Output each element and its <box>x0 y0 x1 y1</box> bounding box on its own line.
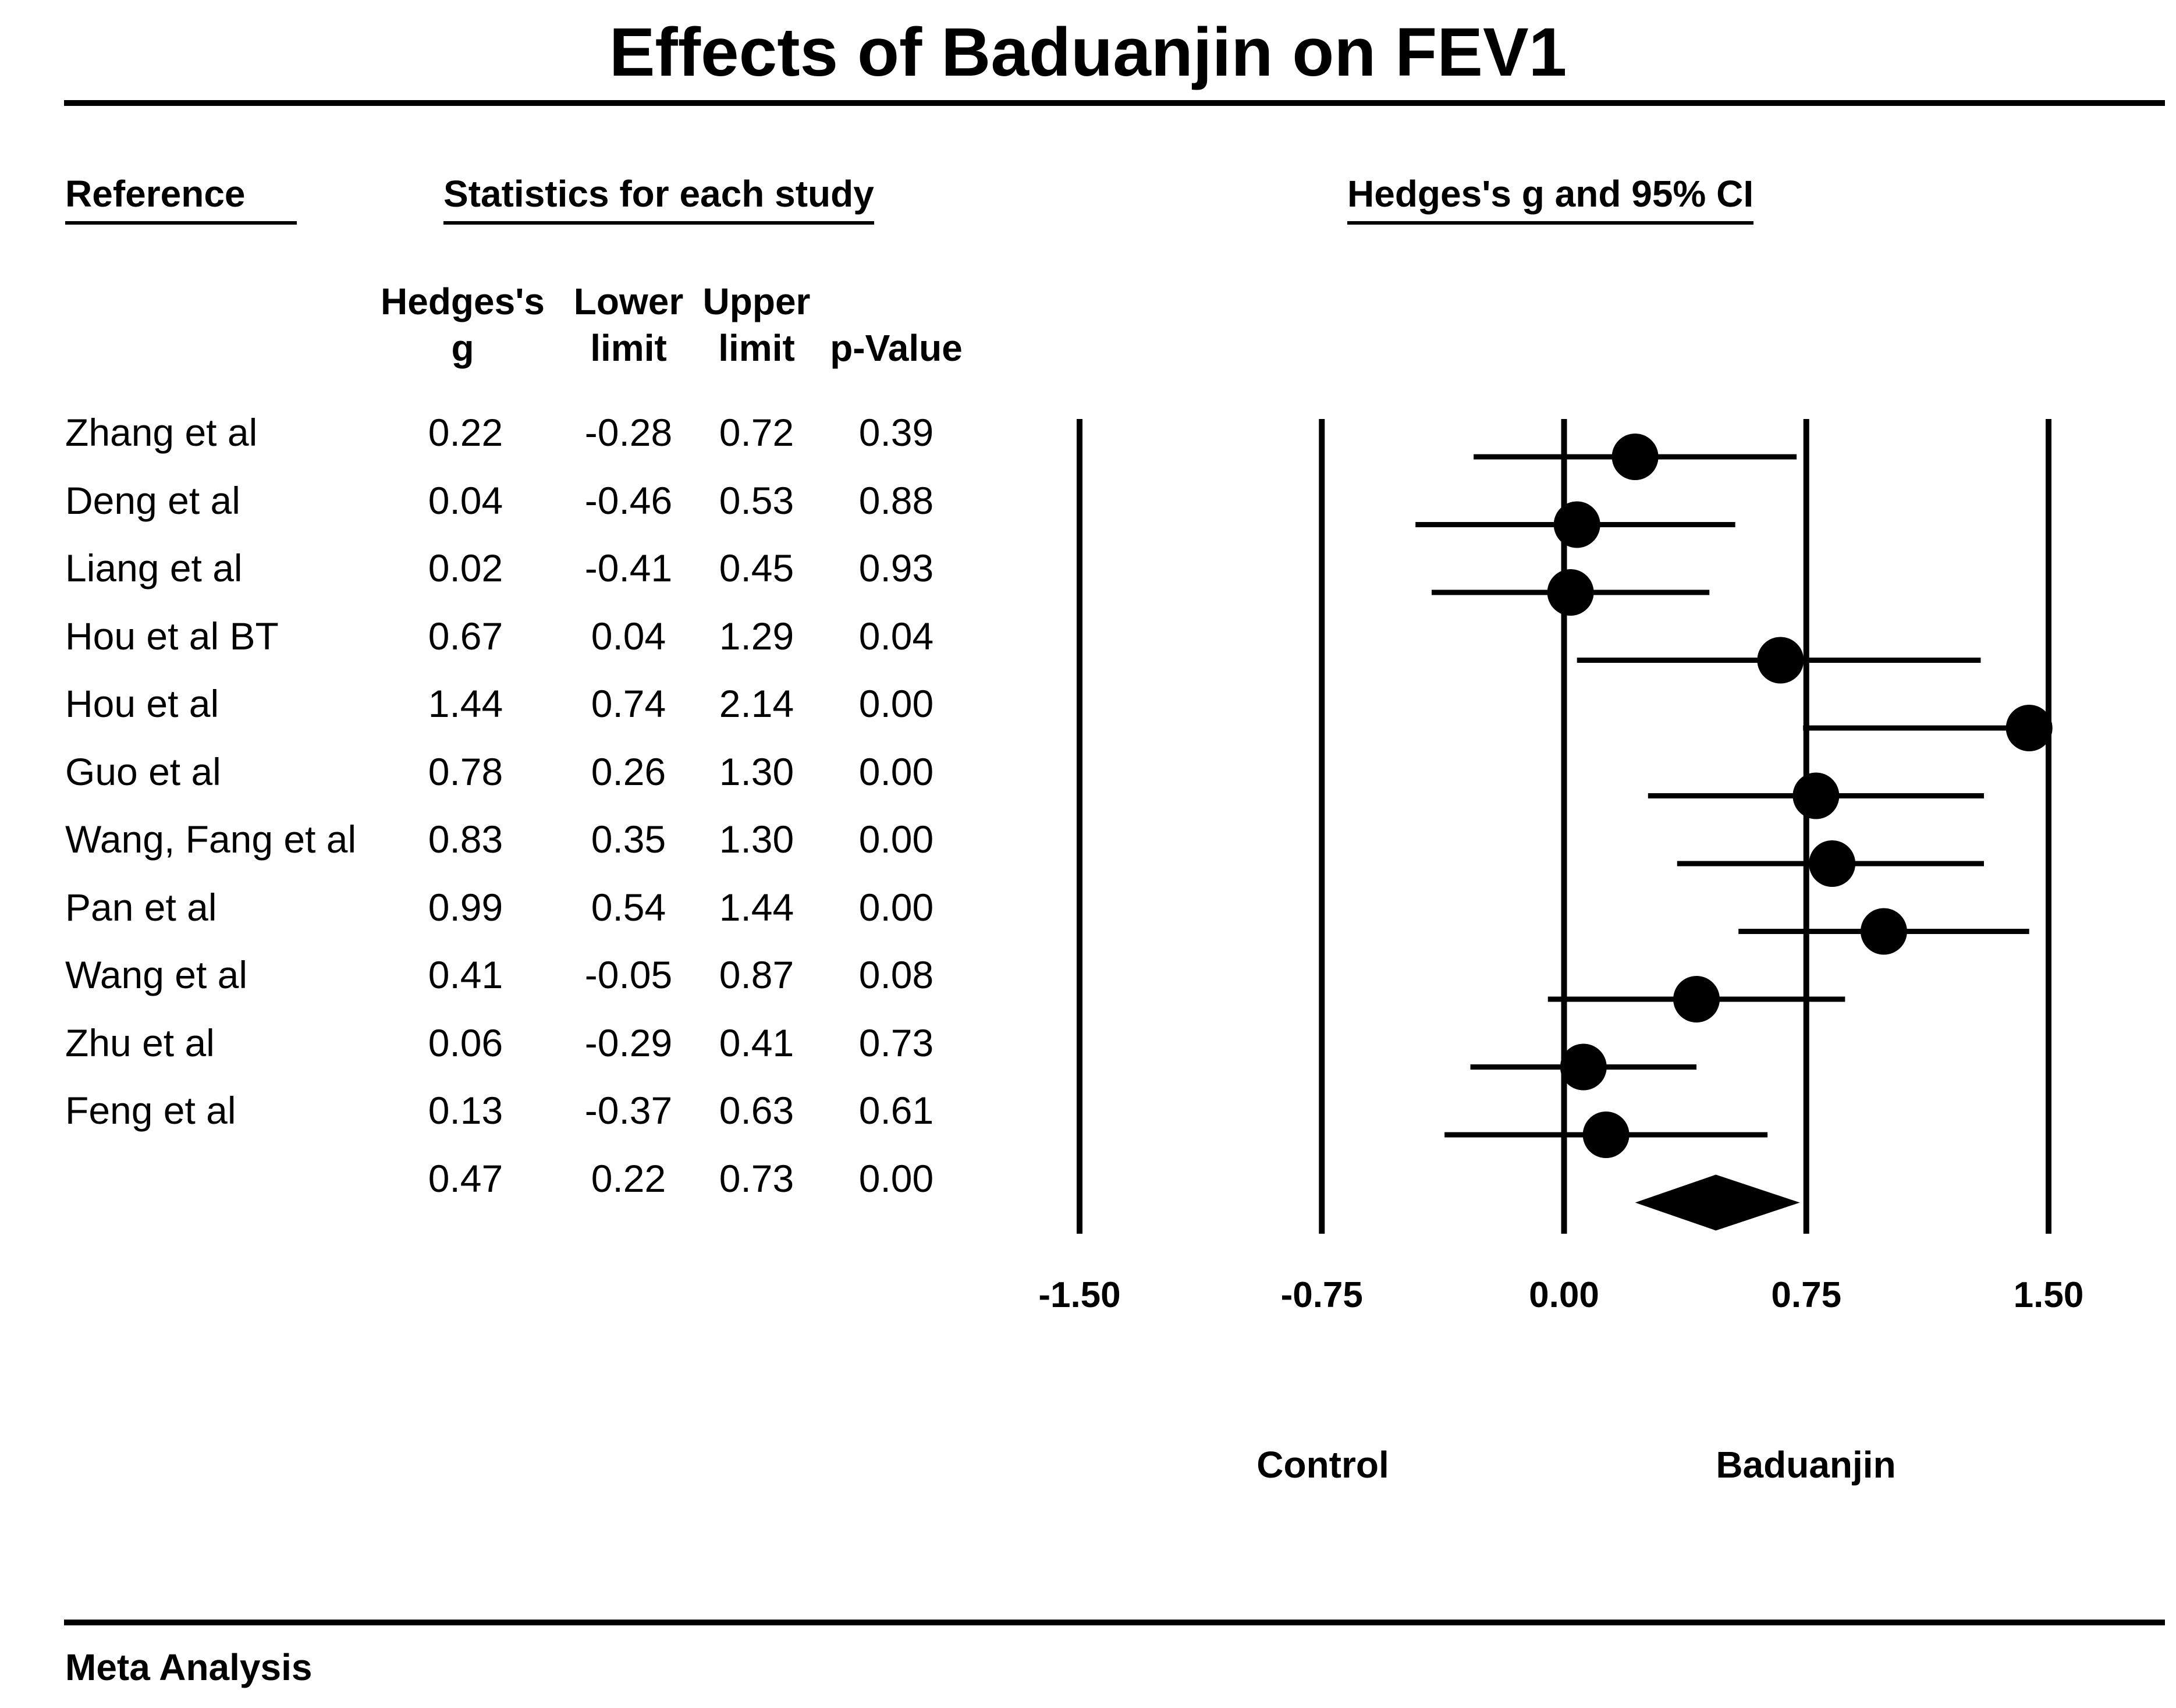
study-name: Hou et al <box>65 682 219 725</box>
hedges-g-value: 0.04 <box>428 478 503 522</box>
reference-heading: Reference <box>65 172 297 225</box>
p-value: 0.00 <box>858 750 934 793</box>
study-name: Deng et al <box>65 478 240 522</box>
col-head-g-line1: Hedges's <box>381 280 545 322</box>
study-name: Zhang et al <box>65 411 258 454</box>
hedges-g-value: 0.06 <box>428 1021 503 1064</box>
hedges-g-value: 0.41 <box>428 953 503 996</box>
tick-label-3: 0.75 <box>1771 1275 1842 1315</box>
study-name: Zhu et al <box>65 1021 215 1064</box>
hedges-g-value: 0.78 <box>428 750 503 793</box>
study-point <box>1547 569 1594 616</box>
tick-label-0: -1.50 <box>1038 1275 1121 1315</box>
upper-limit-value: 1.44 <box>719 885 794 929</box>
col-head-g: Hedges's g <box>372 278 553 371</box>
study-name: Wang et al <box>65 953 248 996</box>
study-name: Pan et al <box>65 885 217 929</box>
study-point <box>1860 908 1907 955</box>
reference-heading-text: Reference <box>65 173 246 215</box>
study-point <box>1809 840 1856 887</box>
hedges-g-value: 0.47 <box>428 1156 503 1200</box>
tick-label-1: -0.75 <box>1280 1275 1363 1315</box>
upper-limit-value: 0.63 <box>719 1089 794 1132</box>
lower-limit-value: -0.37 <box>584 1089 673 1132</box>
upper-limit-value: 1.30 <box>719 750 794 793</box>
col-head-p-line2: p-Value <box>830 327 963 369</box>
col-head-lower-line2: limit <box>590 327 667 369</box>
footer-label: Meta Analysis <box>65 1646 313 1688</box>
lower-limit-value: 0.04 <box>591 614 666 658</box>
study-point <box>1757 637 1804 684</box>
study-name: Guo et al <box>65 750 221 793</box>
control-label: Control <box>1256 1444 1389 1486</box>
col-head-lower-line1: Lower <box>573 280 684 322</box>
upper-limit-value: 0.73 <box>719 1156 794 1200</box>
hedges-g-value: 0.22 <box>428 411 503 454</box>
col-head-p: p-Value <box>815 278 978 371</box>
study-name: Liang et al <box>65 546 243 590</box>
lower-limit-value: 0.54 <box>591 885 666 929</box>
hedges-g-value: 1.44 <box>428 682 503 725</box>
p-value: 0.39 <box>858 411 934 454</box>
hedges-g-value: 0.02 <box>428 546 503 590</box>
ci-heading: Hedges's g and 95% CI <box>1347 172 1754 225</box>
study-point <box>1792 772 1840 819</box>
upper-limit-value: 2.14 <box>719 682 794 725</box>
col-head-upper-line2: limit <box>718 327 795 369</box>
lower-limit-value: -0.46 <box>584 478 673 522</box>
hedges-g-value: 0.83 <box>428 818 503 861</box>
col-head-upper-line1: Upper <box>702 280 811 322</box>
p-value: 0.00 <box>858 1156 934 1200</box>
lower-limit-value: -0.05 <box>584 953 673 996</box>
study-point <box>1582 1112 1630 1158</box>
upper-limit-value: 1.29 <box>719 614 794 658</box>
study-point <box>1560 1043 1607 1091</box>
lower-limit-value: -0.28 <box>584 411 673 454</box>
statistics-heading: Statistics for each study <box>443 172 874 225</box>
p-value: 0.04 <box>858 614 934 658</box>
p-value: 0.00 <box>858 885 934 929</box>
upper-limit-value: 0.72 <box>719 411 794 454</box>
p-value: 0.00 <box>858 818 934 861</box>
p-value: 0.93 <box>858 546 934 590</box>
lower-limit-value: -0.41 <box>584 546 673 590</box>
study-point <box>2005 705 2053 751</box>
study-point <box>1673 976 1720 1022</box>
upper-limit-value: 0.45 <box>719 546 794 590</box>
study-name: Hou et al BT <box>65 614 279 658</box>
hedges-g-value: 0.99 <box>428 885 503 929</box>
top-rule <box>64 100 2165 106</box>
chart-title: Effects of Baduanjin on FEV1 <box>609 14 1567 91</box>
study-point <box>1611 434 1659 480</box>
upper-limit-value: 0.53 <box>719 478 794 522</box>
study-name: Feng et al <box>65 1089 236 1132</box>
summary-diamond <box>1635 1174 1800 1231</box>
bottom-rule <box>64 1620 2165 1625</box>
lower-limit-value: 0.22 <box>591 1156 666 1200</box>
lower-limit-value: 0.74 <box>591 682 666 725</box>
p-value: 0.00 <box>858 682 934 725</box>
study-point <box>1553 501 1600 548</box>
upper-limit-value: 0.87 <box>719 953 794 996</box>
baduanjin-label: Baduanjin <box>1716 1444 1896 1486</box>
study-name: Wang, Fang et al <box>65 818 357 861</box>
upper-limit-value: 1.30 <box>719 818 794 861</box>
lower-limit-value: 0.35 <box>591 818 666 861</box>
col-head-lower: Lower limit <box>559 278 698 371</box>
lower-limit-value: -0.29 <box>584 1021 673 1064</box>
p-value: 0.61 <box>858 1089 934 1132</box>
p-value: 0.73 <box>858 1021 934 1064</box>
col-head-upper: Upper limit <box>687 278 826 371</box>
tick-label-2: 0.00 <box>1529 1275 1599 1315</box>
hedges-g-value: 0.67 <box>428 614 503 658</box>
lower-limit-value: 0.26 <box>591 750 666 793</box>
upper-limit-value: 0.41 <box>719 1021 794 1064</box>
col-head-g-line2: g <box>451 327 474 369</box>
hedges-g-value: 0.13 <box>428 1089 503 1132</box>
tick-label-4: 1.50 <box>2013 1275 2084 1315</box>
p-value: 0.08 <box>858 953 934 996</box>
p-value: 0.88 <box>858 478 934 522</box>
